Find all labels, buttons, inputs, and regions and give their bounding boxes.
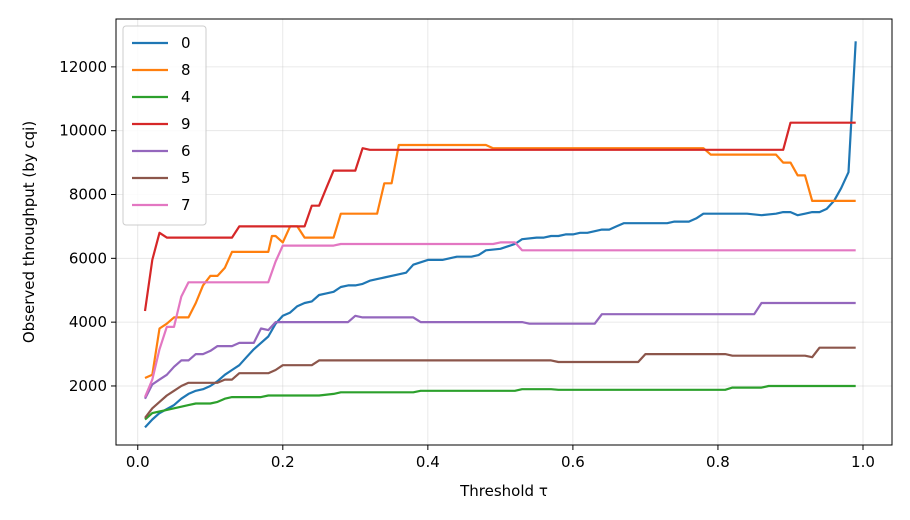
series-line-8 bbox=[144, 143, 856, 380]
legend-box bbox=[122, 25, 207, 226]
series-layer bbox=[143, 41, 857, 429]
x-tick-label: 0.2 bbox=[271, 453, 295, 471]
legend-label: 8 bbox=[181, 61, 191, 79]
y-tick-label: 12000 bbox=[59, 58, 107, 76]
series-line-5 bbox=[144, 346, 856, 419]
x-tick-label: 1.0 bbox=[851, 453, 875, 471]
plot-frame bbox=[115, 18, 893, 446]
x-axis: 0.0 0.2 0.4 0.6 0.8 1.0 bbox=[126, 445, 875, 471]
series-line-4 bbox=[144, 384, 856, 421]
y-tick-label: 10000 bbox=[59, 122, 107, 140]
legend-label: 6 bbox=[181, 142, 191, 160]
legend-label: 7 bbox=[181, 196, 191, 214]
legend-label: 0 bbox=[181, 34, 191, 52]
x-tick-label: 0.6 bbox=[561, 453, 585, 471]
y-axis-label: Observed throughput (by cqi) bbox=[20, 121, 38, 343]
y-tick-label: 4000 bbox=[69, 313, 107, 331]
x-tick-label: 0.0 bbox=[126, 453, 150, 471]
x-axis-label: Threshold τ bbox=[459, 482, 548, 500]
grid-lines bbox=[116, 19, 892, 445]
series-line-7 bbox=[143, 241, 856, 398]
legend: 0 8 4 9 6 5 7 bbox=[122, 25, 207, 226]
legend-label: 4 bbox=[181, 88, 191, 106]
legend-label: 5 bbox=[181, 169, 191, 187]
x-tick-label: 0.8 bbox=[706, 453, 730, 471]
series-line-6 bbox=[144, 301, 856, 400]
series-line-9 bbox=[143, 121, 856, 312]
y-tick-label: 6000 bbox=[69, 249, 107, 267]
y-axis: 2000 4000 6000 8000 10000 12000 bbox=[59, 58, 116, 395]
x-tick-label: 0.4 bbox=[416, 453, 440, 471]
y-tick-label: 2000 bbox=[69, 377, 107, 395]
series-line-0 bbox=[144, 41, 857, 429]
legend-label: 9 bbox=[181, 115, 191, 133]
y-tick-label: 8000 bbox=[69, 186, 107, 204]
